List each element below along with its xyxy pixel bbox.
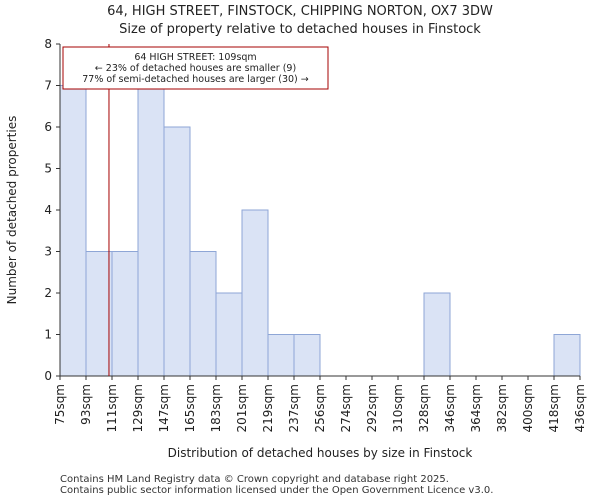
- x-tick-label: 292sqm: [365, 384, 379, 432]
- y-tick-label: 1: [44, 328, 52, 342]
- y-axis-label: Number of detached properties: [5, 116, 19, 305]
- x-tick-label: 400sqm: [521, 384, 535, 432]
- x-tick-label: 418sqm: [547, 384, 561, 432]
- y-tick-label: 6: [44, 120, 52, 134]
- y-tick-label: 8: [44, 37, 52, 51]
- bar-418sqm: [553, 334, 581, 377]
- bar-129sqm: [137, 85, 165, 377]
- footer-line-1: Contains HM Land Registry data © Crown c…: [60, 474, 449, 485]
- bar-219sqm: [267, 334, 295, 377]
- bar-237sqm: [293, 334, 321, 377]
- x-tick-label: 219sqm: [261, 384, 275, 432]
- bar-75sqm: [59, 85, 87, 377]
- x-tick-label: 75sqm: [53, 384, 67, 425]
- x-tick-label: 201sqm: [235, 384, 249, 432]
- x-tick-label: 129sqm: [131, 384, 145, 432]
- bar-111sqm: [111, 251, 139, 377]
- bar-201sqm: [241, 209, 269, 377]
- annotation-line-3: 77% of semi-detached houses are larger (…: [82, 74, 309, 85]
- x-tick-label: 364sqm: [469, 384, 483, 432]
- x-tick-label: 183sqm: [209, 384, 223, 432]
- bar-183sqm: [215, 292, 243, 377]
- x-tick-label: 436sqm: [573, 384, 587, 432]
- x-axis-label: Distribution of detached houses by size …: [168, 446, 473, 460]
- y-tick-label: 7: [44, 79, 52, 93]
- y-tick-label: 2: [44, 286, 52, 300]
- y-tick-label: 3: [44, 245, 52, 259]
- y-tick-label: 5: [44, 162, 52, 176]
- x-tick-label: 256sqm: [313, 384, 327, 432]
- chart-title: 64, HIGH STREET, FINSTOCK, CHIPPING NORT…: [107, 4, 493, 19]
- x-tick-label: 237sqm: [287, 384, 301, 432]
- bar-93sqm: [85, 251, 113, 377]
- x-tick-label: 147sqm: [157, 384, 171, 432]
- x-tick-label: 328sqm: [417, 384, 431, 432]
- x-tick-label: 165sqm: [183, 384, 197, 432]
- annotation-line-1: 64 HIGH STREET: 109sqm: [134, 52, 256, 63]
- x-tick-label: 382sqm: [495, 384, 509, 432]
- x-tick-label: 346sqm: [443, 384, 457, 432]
- x-tick-label: 274sqm: [339, 384, 353, 432]
- annotation-line-2: ← 23% of detached houses are smaller (9): [95, 63, 296, 74]
- bar-165sqm: [189, 251, 217, 377]
- x-tick-label: 111sqm: [105, 384, 119, 432]
- annotation-box: [62, 46, 329, 90]
- y-tick-label: 0: [44, 369, 52, 383]
- bar-147sqm: [163, 126, 191, 377]
- x-tick-label: 310sqm: [391, 384, 405, 432]
- x-tick-label: 93sqm: [79, 384, 93, 425]
- y-tick-label: 4: [44, 203, 52, 217]
- bar-328sqm: [423, 292, 451, 377]
- footer-line-2: Contains public sector information licen…: [60, 485, 494, 496]
- chart-subtitle: Size of property relative to detached ho…: [119, 22, 481, 37]
